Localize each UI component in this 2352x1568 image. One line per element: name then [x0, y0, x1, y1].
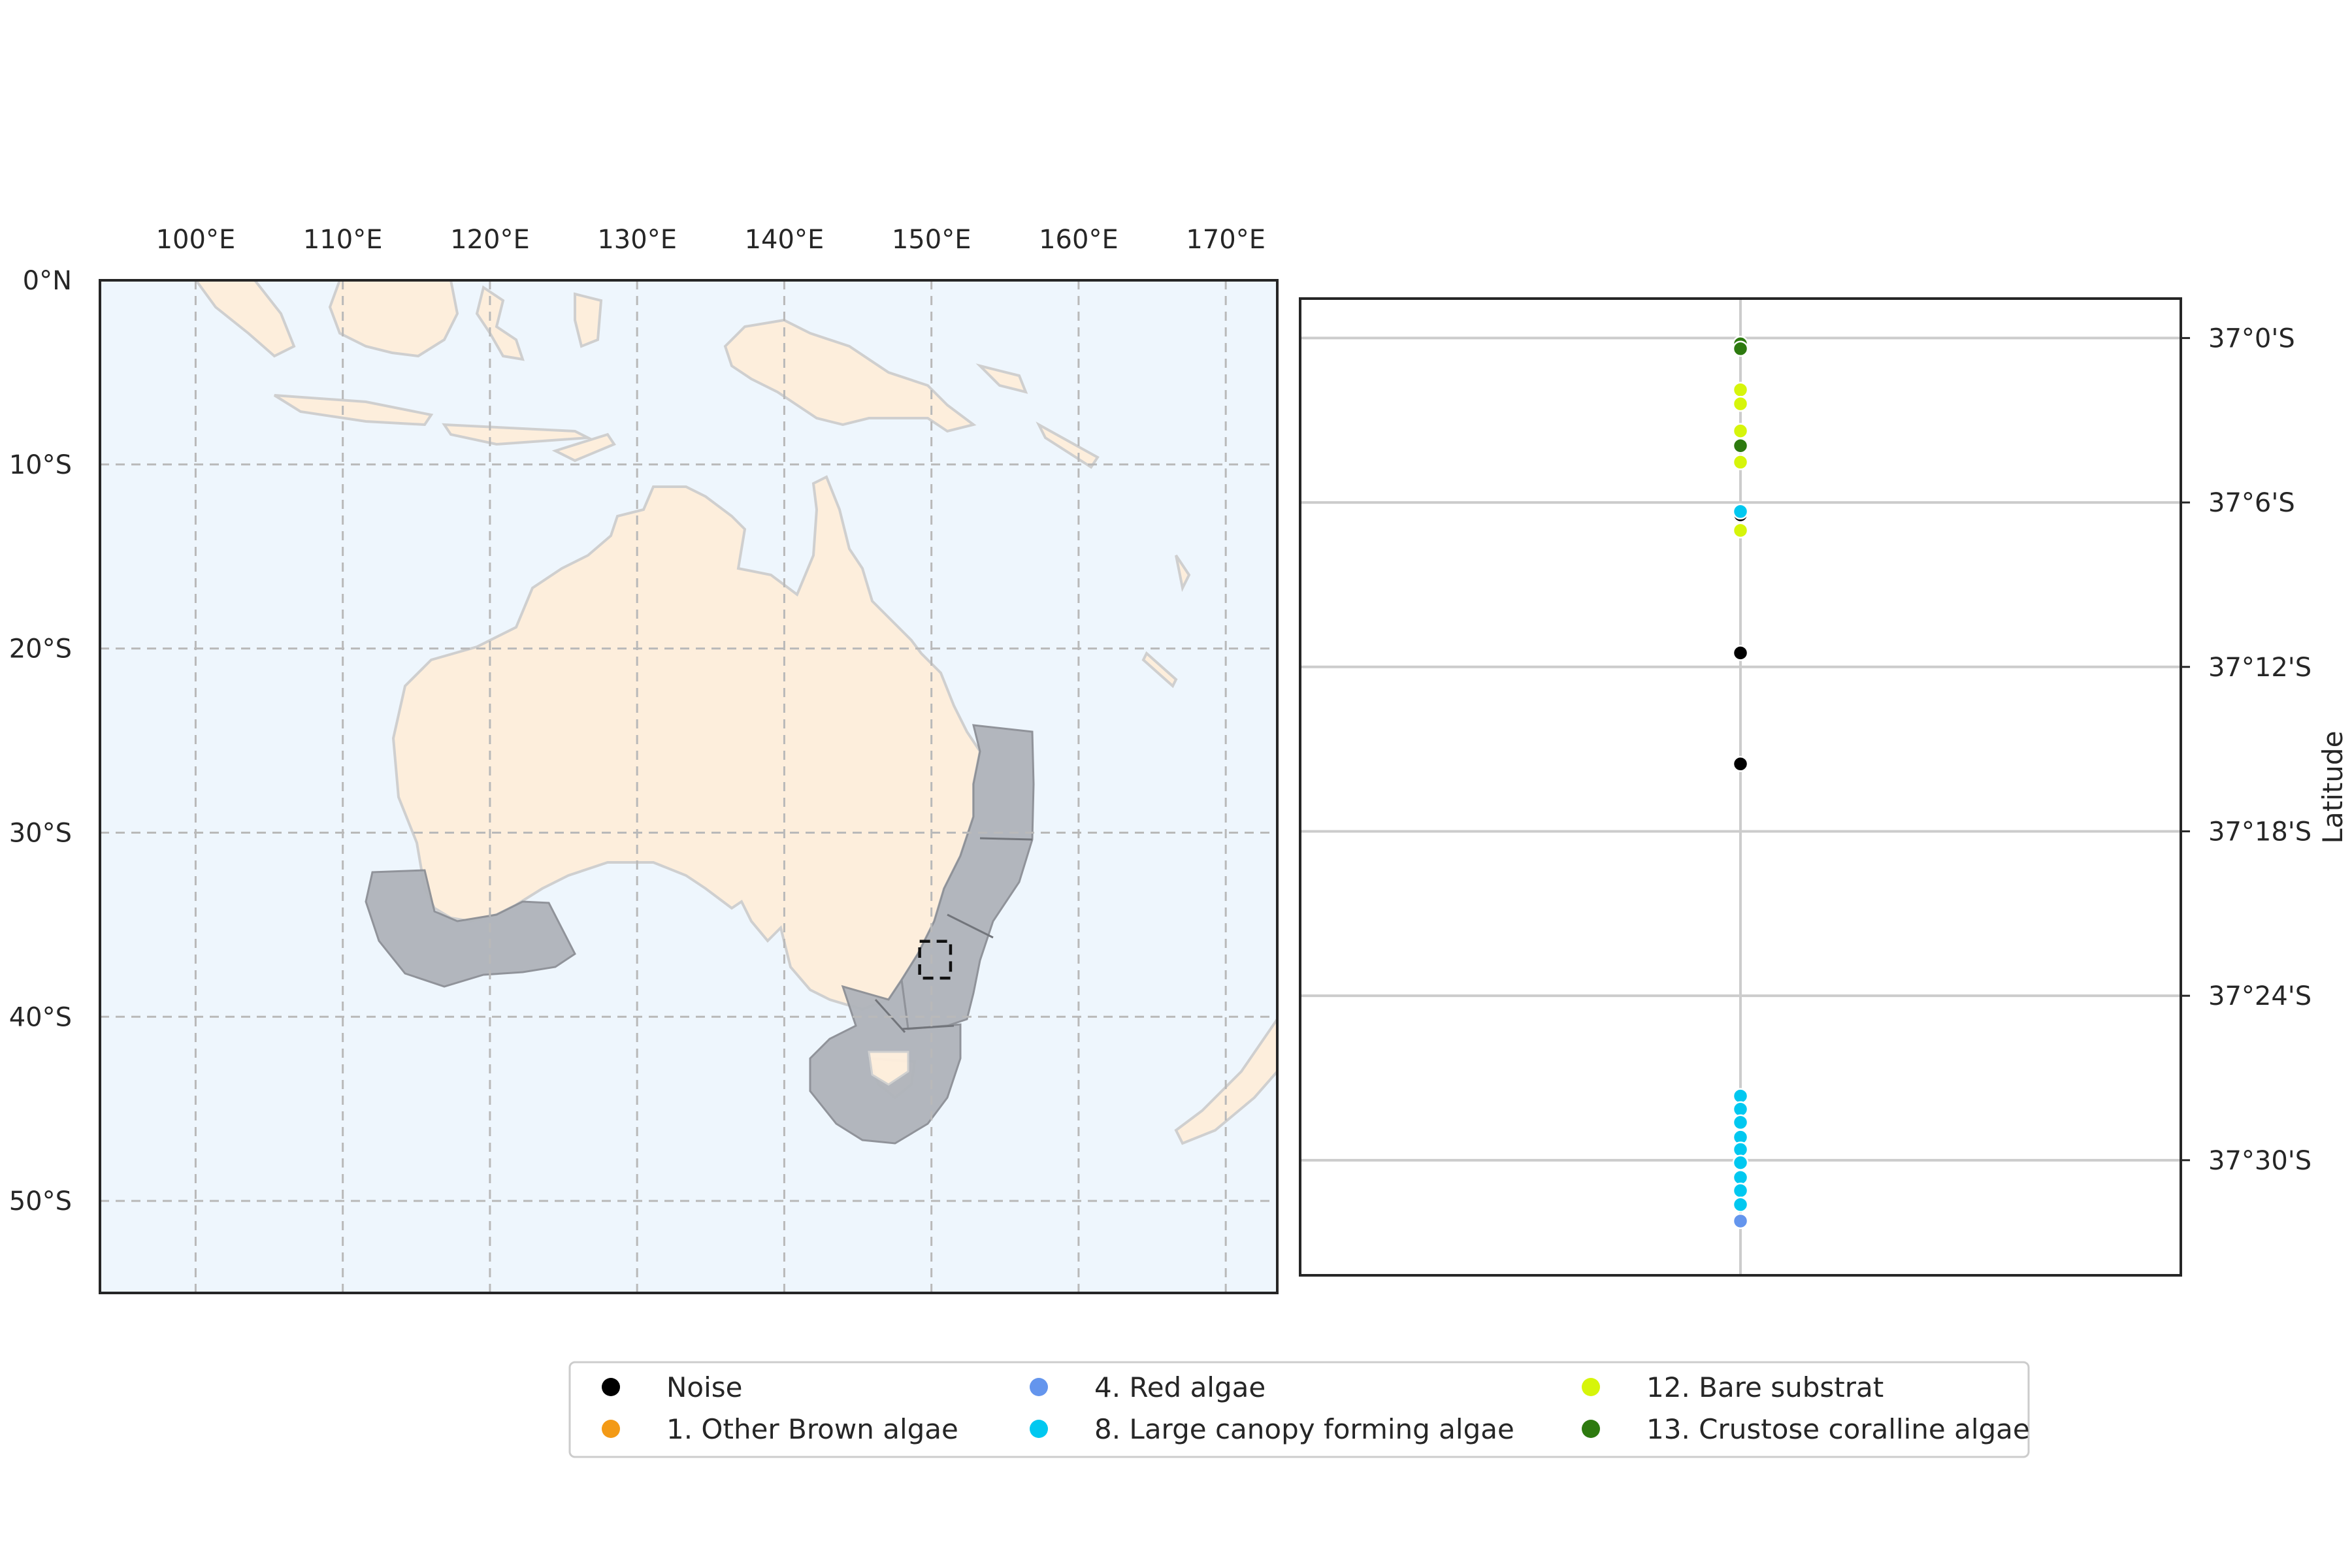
- legend-marker: [1582, 1378, 1600, 1396]
- scatter-point: [1732, 1196, 1749, 1213]
- longitude-tick-labels: 100°E 110°E 120°E 130°E 140°E 150°E 160°E 170°E: [156, 225, 1266, 255]
- borneo: [328, 280, 459, 358]
- legend-frame: [568, 1361, 2030, 1458]
- longitude-tick-label: 130°E: [597, 225, 677, 255]
- scatter-tick-label: 37°0'S: [2208, 323, 2295, 353]
- solomon-islands: [1036, 421, 1100, 469]
- sulawesi: [475, 285, 525, 361]
- latitude-tick-label: 10°S: [9, 450, 72, 480]
- latitude-tick-label: 50°S: [9, 1186, 72, 1217]
- latitude-tick-label: 20°S: [9, 634, 72, 664]
- scatter-point: [1732, 1088, 1749, 1104]
- land-masses: [194, 280, 1277, 1145]
- latitude-tick-label: 0°N: [23, 266, 72, 296]
- scatter-tick-label: 37°18'S: [2208, 817, 2311, 847]
- bismarck: [975, 363, 1028, 394]
- zone-divider-3: [901, 1024, 955, 1030]
- legend-marker: [602, 1420, 620, 1438]
- scatter-point: [1732, 423, 1749, 439]
- legend-item: 8. Large canopy forming algae: [1030, 1413, 1514, 1445]
- longitude-tick-label: 160°E: [1039, 225, 1119, 255]
- legend: Noise 1. Other Brown algae 4. Red algae 8. …: [568, 1361, 2030, 1458]
- scatter-point: [1732, 1114, 1749, 1131]
- scatter-point: [1732, 1169, 1749, 1186]
- legend-items: Noise 1. Other Brown algae 4. Red algae 8. …: [602, 1371, 2030, 1445]
- legend-item: 12. Bare substrat: [1582, 1371, 1884, 1403]
- scatter-tick-label: 37°12'S: [2208, 653, 2311, 683]
- longitude-tick-label: 110°E: [303, 225, 383, 255]
- latitude-tick-label: 30°S: [9, 818, 72, 848]
- scatter-point: [1732, 340, 1749, 357]
- marine-zones: [365, 724, 1035, 1145]
- timor: [551, 433, 617, 463]
- map-gridlines: [100, 280, 1277, 1293]
- longitude-tick-label: 140°E: [745, 225, 825, 255]
- longitude-tick-label: 100°E: [156, 225, 236, 255]
- zone-divider-1: [979, 837, 1033, 841]
- legend-marker: [1582, 1420, 1600, 1438]
- scatter-points: [1732, 335, 1749, 1230]
- maluku: [574, 292, 603, 348]
- zone-southwest: [365, 869, 576, 988]
- lesser-sunda: [442, 423, 593, 446]
- scatter-point: [1732, 756, 1749, 772]
- legend-marker: [602, 1378, 620, 1396]
- new-guinea: [723, 318, 977, 433]
- legend-label: 12. Bare substrat: [1646, 1371, 1884, 1403]
- scatter-point: [1732, 454, 1749, 470]
- scatter-point: [1732, 503, 1749, 520]
- latitude-tick-labels: 0°N 10°S 20°S 30°S 40°S 50°S: [9, 266, 72, 1217]
- legend-label: 4. Red algae: [1094, 1371, 1266, 1403]
- scatter-frame: [1299, 297, 2182, 1277]
- latitude-scatter-panel: 37°0'S 37°6'S 37°12'S 37°18'S 37°24'S 37°30'S…: [1299, 297, 2349, 1277]
- scatter-tick-label: 37°24'S: [2208, 981, 2311, 1011]
- scatter-tick-label: 37°6'S: [2208, 488, 2295, 518]
- scatter-point: [1732, 1213, 1749, 1230]
- new-zealand: [1174, 1017, 1277, 1145]
- legend-item: Noise: [602, 1371, 743, 1403]
- scatter-point: [1732, 382, 1749, 398]
- scatter-point: [1732, 1101, 1749, 1118]
- scatter-point: [1732, 1154, 1749, 1171]
- legend-marker: [1030, 1378, 1048, 1396]
- scatter-tick-label: 37°30'S: [2208, 1146, 2311, 1176]
- zone-divider-2: [947, 913, 994, 939]
- scatter-point: [1732, 522, 1749, 539]
- latitude-axis-label: Latitude: [2317, 731, 2349, 844]
- vanuatu: [1175, 554, 1191, 593]
- legend-label: 8. Large canopy forming algae: [1094, 1413, 1514, 1445]
- legend-label: 1. Other Brown algae: [666, 1413, 958, 1445]
- scatter-point: [1732, 395, 1749, 412]
- java: [273, 394, 434, 427]
- legend-label: Noise: [666, 1371, 743, 1403]
- legend-item: 1. Other Brown algae: [602, 1413, 958, 1445]
- longitude-tick-label: 150°E: [892, 225, 972, 255]
- map-panel: 100°E 110°E 120°E 130°E 140°E 150°E 160°E 170°E…: [9, 225, 1279, 1294]
- legend-marker: [1030, 1420, 1048, 1438]
- longitude-tick-label: 120°E: [450, 225, 530, 255]
- map-frame: [99, 279, 1279, 1294]
- latitude-tick-label: 40°S: [9, 1002, 72, 1032]
- scatter-point: [1732, 1141, 1749, 1158]
- scatter-point: [1732, 438, 1749, 454]
- scatter-point: [1732, 1183, 1749, 1199]
- longitude-tick-label: 170°E: [1186, 225, 1266, 255]
- legend-item: 13. Crustose coralline algae: [1582, 1413, 2030, 1445]
- tasmania-in-zone: [868, 1051, 909, 1086]
- new-caledonia: [1141, 651, 1178, 689]
- legend-label: 13. Crustose coralline algae: [1646, 1413, 2030, 1445]
- scatter-point: [1732, 645, 1749, 661]
- latitude-tick-labels-right: 37°0'S 37°6'S 37°12'S 37°18'S 37°24'S 37°30'S: [2181, 323, 2311, 1176]
- sumatra: [194, 280, 296, 358]
- legend-item: 4. Red algae: [1030, 1371, 1266, 1403]
- australia: [391, 475, 982, 1011]
